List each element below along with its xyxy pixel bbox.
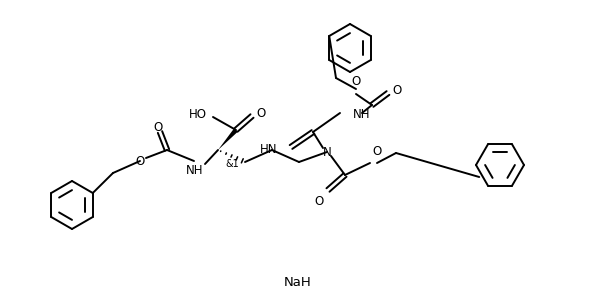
Text: O: O: [352, 75, 361, 88]
Text: NaH: NaH: [284, 275, 312, 289]
Text: NH: NH: [186, 164, 204, 176]
Text: N: N: [322, 145, 331, 159]
Text: O: O: [392, 83, 401, 96]
Text: HO: HO: [189, 107, 207, 120]
Text: NH: NH: [353, 107, 371, 120]
Polygon shape: [218, 128, 238, 150]
Text: O: O: [136, 155, 144, 168]
Text: HN: HN: [260, 143, 277, 156]
Text: O: O: [372, 145, 381, 158]
Text: &1: &1: [225, 159, 239, 169]
Text: O: O: [256, 107, 265, 120]
Text: O: O: [153, 120, 162, 133]
Text: O: O: [315, 195, 324, 208]
